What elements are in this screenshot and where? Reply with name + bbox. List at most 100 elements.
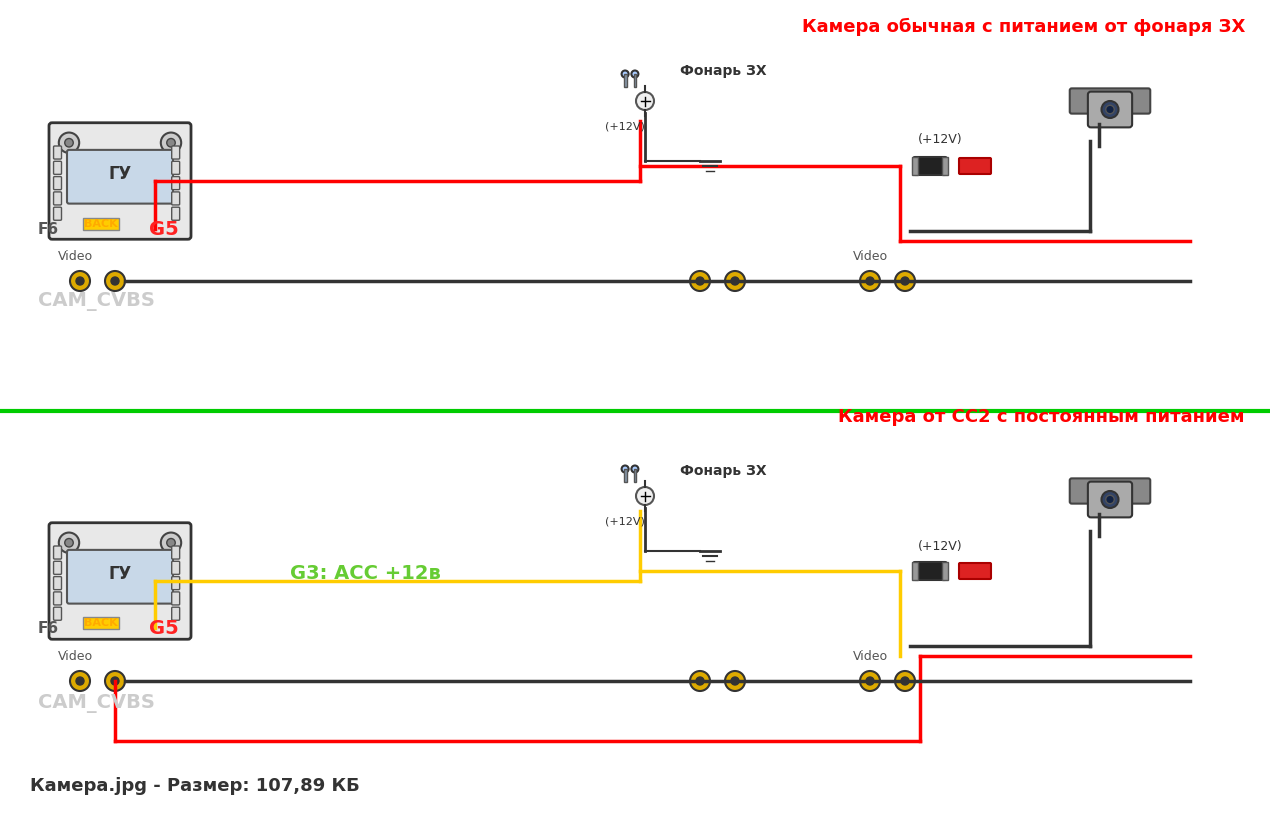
Text: (+12V): (+12V) xyxy=(918,540,963,553)
Circle shape xyxy=(895,271,914,291)
Text: BACK: BACK xyxy=(84,219,118,229)
Text: Video: Video xyxy=(852,250,888,263)
Text: (+12V): (+12V) xyxy=(605,121,645,131)
Circle shape xyxy=(105,671,124,691)
FancyBboxPatch shape xyxy=(53,161,61,174)
FancyBboxPatch shape xyxy=(53,592,61,605)
Text: Video: Video xyxy=(852,650,888,663)
FancyBboxPatch shape xyxy=(53,177,61,190)
Text: G3: АСС +12в: G3: АСС +12в xyxy=(290,563,441,583)
Circle shape xyxy=(1106,105,1114,114)
FancyBboxPatch shape xyxy=(1088,482,1132,517)
FancyBboxPatch shape xyxy=(171,562,179,575)
Text: ГУ: ГУ xyxy=(108,165,132,183)
Circle shape xyxy=(866,277,874,285)
Circle shape xyxy=(70,671,90,691)
FancyBboxPatch shape xyxy=(171,192,179,205)
FancyBboxPatch shape xyxy=(171,207,179,220)
FancyBboxPatch shape xyxy=(171,592,179,605)
Circle shape xyxy=(1101,101,1119,118)
FancyBboxPatch shape xyxy=(1069,89,1151,113)
FancyBboxPatch shape xyxy=(67,550,173,603)
FancyBboxPatch shape xyxy=(1088,92,1132,127)
Circle shape xyxy=(76,277,84,285)
Circle shape xyxy=(636,487,654,505)
Text: Video: Video xyxy=(57,650,93,663)
Circle shape xyxy=(690,671,710,691)
FancyBboxPatch shape xyxy=(171,177,179,190)
FancyBboxPatch shape xyxy=(50,523,190,640)
Circle shape xyxy=(1106,495,1114,504)
Circle shape xyxy=(732,277,739,285)
Bar xyxy=(624,74,626,86)
FancyBboxPatch shape xyxy=(171,576,179,589)
Circle shape xyxy=(1101,491,1119,508)
Circle shape xyxy=(732,677,739,685)
Circle shape xyxy=(621,466,629,473)
Text: CAM_CVBS: CAM_CVBS xyxy=(38,291,155,310)
Text: F6: F6 xyxy=(38,222,60,236)
Text: Video: Video xyxy=(57,250,93,263)
Circle shape xyxy=(725,271,745,291)
FancyBboxPatch shape xyxy=(50,123,190,239)
Text: Камера.jpg - Размер: 107,89 КБ: Камера.jpg - Размер: 107,89 КБ xyxy=(30,777,359,795)
Text: F6: F6 xyxy=(38,621,60,635)
Text: CAM_CVBS: CAM_CVBS xyxy=(38,694,155,713)
Circle shape xyxy=(161,132,182,153)
FancyBboxPatch shape xyxy=(913,157,947,175)
Bar xyxy=(624,469,626,482)
Text: G5: G5 xyxy=(149,618,179,637)
Circle shape xyxy=(696,277,704,285)
FancyBboxPatch shape xyxy=(53,576,61,589)
Circle shape xyxy=(866,677,874,685)
Circle shape xyxy=(166,539,175,547)
Bar xyxy=(912,157,918,175)
FancyBboxPatch shape xyxy=(53,562,61,575)
Text: BACK: BACK xyxy=(84,618,118,628)
Bar xyxy=(912,562,918,580)
Bar xyxy=(942,157,947,175)
FancyBboxPatch shape xyxy=(171,546,179,559)
FancyBboxPatch shape xyxy=(53,192,61,205)
Circle shape xyxy=(725,671,745,691)
Text: Камера от СС2 с постоянным питанием: Камера от СС2 с постоянным питанием xyxy=(838,408,1245,426)
Circle shape xyxy=(65,539,74,547)
Circle shape xyxy=(631,466,639,473)
FancyBboxPatch shape xyxy=(171,608,179,620)
Bar xyxy=(942,562,947,580)
FancyBboxPatch shape xyxy=(53,146,61,159)
Circle shape xyxy=(631,71,639,77)
Circle shape xyxy=(166,139,175,147)
FancyBboxPatch shape xyxy=(171,146,179,159)
Text: (+12V): (+12V) xyxy=(918,133,963,146)
Circle shape xyxy=(900,277,909,285)
Circle shape xyxy=(161,533,182,553)
FancyBboxPatch shape xyxy=(67,150,173,204)
Text: (+12V): (+12V) xyxy=(605,516,645,526)
FancyBboxPatch shape xyxy=(53,608,61,620)
Text: ГУ: ГУ xyxy=(108,565,132,583)
Circle shape xyxy=(65,139,74,147)
Text: Фонарь ЗХ: Фонарь ЗХ xyxy=(679,64,767,78)
Circle shape xyxy=(636,92,654,110)
Circle shape xyxy=(58,533,79,553)
Circle shape xyxy=(105,271,124,291)
Circle shape xyxy=(70,271,90,291)
Bar xyxy=(634,469,636,482)
Circle shape xyxy=(690,271,710,291)
Circle shape xyxy=(860,671,880,691)
FancyBboxPatch shape xyxy=(959,158,991,174)
FancyBboxPatch shape xyxy=(171,161,179,174)
Circle shape xyxy=(900,677,909,685)
FancyBboxPatch shape xyxy=(1069,479,1151,503)
FancyBboxPatch shape xyxy=(913,562,947,580)
Circle shape xyxy=(110,677,119,685)
Circle shape xyxy=(621,71,629,77)
Bar xyxy=(634,74,636,86)
Text: Камера обычная с питанием от фонаря ЗХ: Камера обычная с питанием от фонаря ЗХ xyxy=(801,18,1245,36)
FancyBboxPatch shape xyxy=(959,563,991,579)
Circle shape xyxy=(76,677,84,685)
Text: Фонарь ЗХ: Фонарь ЗХ xyxy=(679,464,767,478)
Circle shape xyxy=(860,271,880,291)
Circle shape xyxy=(895,671,914,691)
